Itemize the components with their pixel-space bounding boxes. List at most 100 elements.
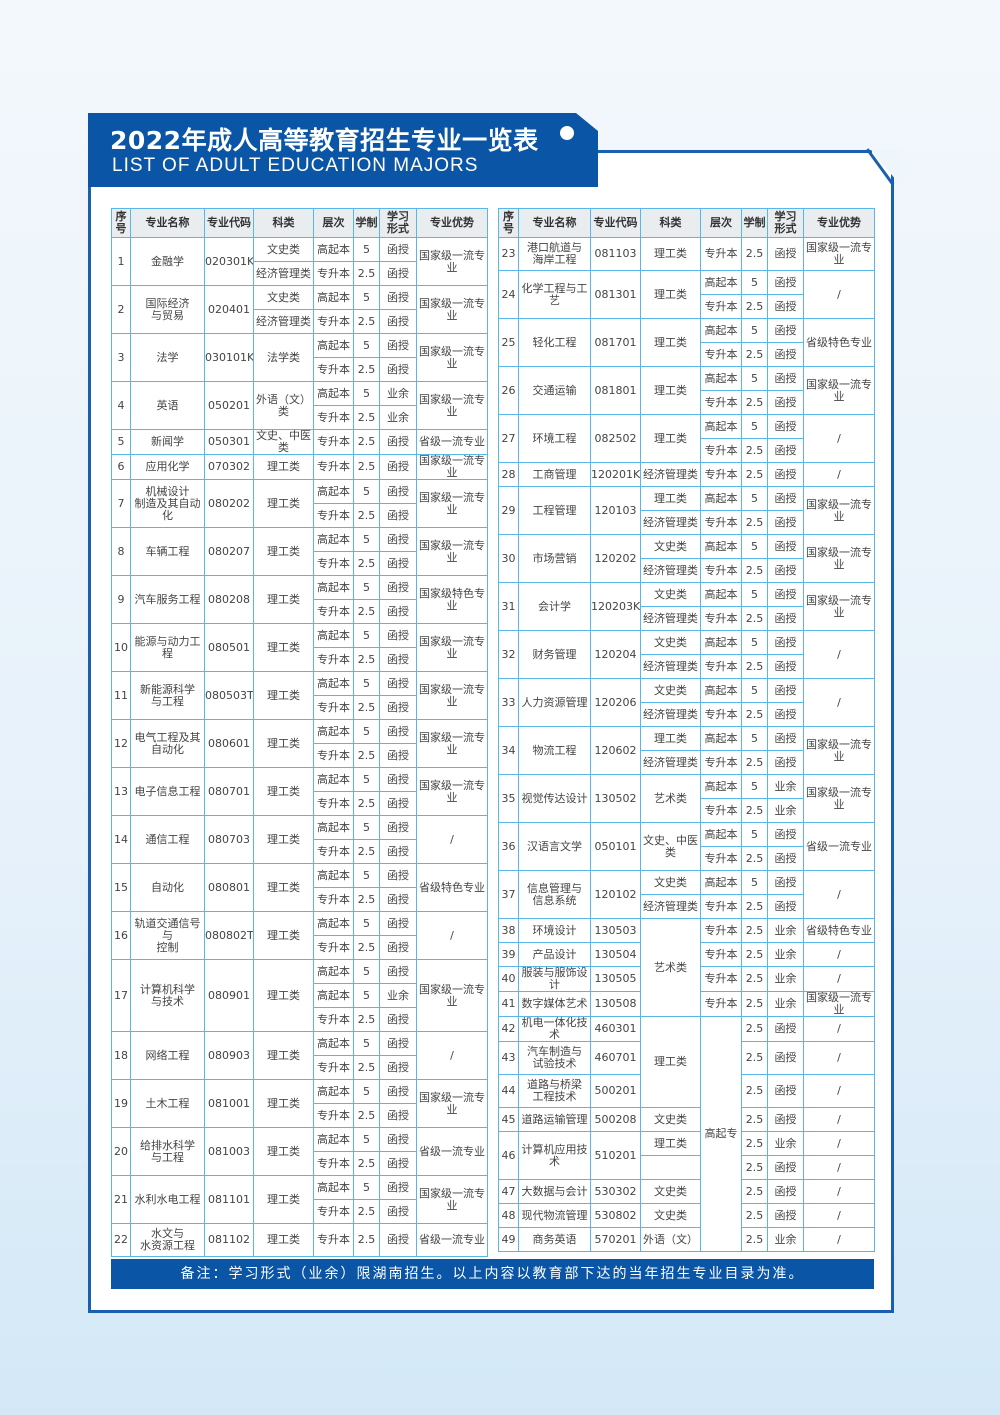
cell-years: 5 [741, 366, 768, 391]
cell-years: 2.5 [353, 647, 380, 672]
table-row: 42 机电一体化技术 460301 理工类 高起专 2.5 函授 / [498, 1016, 875, 1252]
cell-advantage: 国家级一流专业 [416, 767, 488, 816]
cell-mode: 函授 [379, 1079, 417, 1104]
cell-advantage: 国家级一流专业 [416, 237, 488, 286]
cell-advantage: / [803, 966, 875, 992]
cell-category: 理工类 [253, 623, 314, 672]
table-row: 经济管理类 专升本 2.5 函授 [499, 510, 875, 535]
cell-mode: 函授 [767, 462, 804, 487]
cell-years: 5 [353, 1127, 380, 1152]
cell-advantage: / [803, 942, 875, 967]
cell-years: 2.5 [741, 237, 768, 271]
cell-mode: 函授 [379, 309, 417, 334]
cell-level: 高起本 [313, 1079, 354, 1104]
cell-name: 车辆工程 [130, 527, 205, 576]
cell-category: 文史类 [640, 630, 701, 655]
cell-mode: 函授 [379, 1031, 417, 1056]
cell-advantage: 国家级一流专业 [803, 991, 875, 1017]
cell-mode: 函授 [767, 237, 804, 271]
cell-years: 2.5 [741, 294, 768, 319]
cell-name: 视觉传达设计 [518, 774, 591, 823]
cell-mode: 函授 [767, 582, 804, 607]
cell-no: 28 [498, 462, 519, 487]
cell-name: 产品设计 [518, 942, 591, 967]
cell-code: 130504 [590, 942, 641, 967]
cell-name: 环境设计 [518, 918, 591, 943]
cell-code: 500208 [590, 1107, 641, 1132]
cell-category: 理工类 [253, 767, 314, 816]
cell-level: 专升本 [313, 309, 354, 334]
cell-category: 文史类 [640, 678, 701, 703]
cell-years: 2.5 [741, 1227, 768, 1252]
cell-level: 专升本 [700, 918, 742, 943]
cell-level: 专升本 [313, 839, 354, 864]
cell-category: 理工类 [253, 575, 314, 624]
table-row: 46 计算机应用技术 510201 理工类 2.5 业余 / [498, 1131, 875, 1180]
cell-years: 2.5 [741, 390, 768, 415]
cell-mode: 函授 [379, 1103, 417, 1128]
cell-code: 050101 [590, 822, 641, 871]
cell-level: 高起本 [313, 623, 354, 648]
cell-level: 专升本 [700, 991, 742, 1017]
cell-level: 高起本 [313, 863, 354, 888]
cell-code: 120204 [590, 630, 641, 679]
cell-category: 理工类 [640, 1016, 701, 1108]
cell-mode: 业余 [767, 918, 804, 943]
cell-code: 020401 [204, 285, 254, 334]
cell-code: 530802 [590, 1203, 641, 1228]
table-row: 25 轻化工程 081701 理工类 高起本 5 函授 省级特色专业 [498, 318, 875, 367]
cell-advantage: 省级一流专业 [803, 822, 875, 871]
table-row: 19 土木工程 081001 理工类 高起本 5 函授 国家级一流专业 [111, 1079, 488, 1128]
cell-no: 30 [498, 534, 519, 583]
cell-level: 高起本 [700, 534, 742, 559]
cell-category: 经济管理类 [640, 558, 701, 583]
table-row: 31 会计学 120203K 文史类 高起本 5 函授 国家级一流专业 [498, 582, 875, 631]
cell-years: 2.5 [353, 1007, 380, 1032]
cell-advantage: 国家级一流专业 [416, 333, 488, 382]
cell-no: 34 [498, 726, 519, 775]
table-row: 专升本 2.5 函授 [112, 743, 488, 768]
cell-mode: 函授 [379, 719, 417, 744]
cell-code: 081001 [204, 1079, 254, 1128]
cell-years: 2.5 [741, 462, 768, 487]
cell-mode: 函授 [379, 1199, 417, 1224]
cell-code: 082502 [590, 414, 641, 463]
cell-level: 专升本 [700, 390, 742, 415]
cell-code: 050301 [204, 429, 254, 455]
cell-name: 国际经济 与贸易 [130, 285, 205, 334]
table-row: 专升本 2.5 函授 [499, 390, 875, 415]
cell-mode: 函授 [767, 342, 804, 367]
cell-name: 电子信息工程 [130, 767, 205, 816]
cell-advantage: 国家级一流专业 [803, 237, 875, 271]
cell-advantage: / [803, 462, 875, 487]
cell-level: 高起本 [313, 575, 354, 600]
table-row: 高起本 5 业余 [112, 983, 488, 1008]
cell-years: 2.5 [741, 942, 768, 967]
cell-no: 1 [111, 237, 131, 286]
table-row: 48 现代物流管理 530802 文史类 2.5 函授 / [498, 1203, 875, 1228]
cell-level: 专升本 [313, 743, 354, 768]
cell-code: 080503T [204, 671, 254, 720]
cell-mode: 函授 [767, 366, 804, 391]
cell-mode: 函授 [379, 551, 417, 576]
cell-name: 商务英语 [518, 1227, 591, 1252]
cell-level: 高起本 [700, 678, 742, 703]
cell-level: 专升本 [313, 261, 354, 286]
table-row: 专升本 2.5 业余 [499, 798, 875, 823]
cell-category: 理工类 [640, 366, 701, 415]
cell-years: 5 [353, 1031, 380, 1056]
majors-table-left: 序 号专业名称 专业代码 科类 层次 学制 学习 形式 专业优势 1 金融学 020301K 文史类… [111, 208, 488, 1257]
cell-code: 570201 [590, 1227, 641, 1252]
cell-name: 水文与 水资源工程 [130, 1223, 205, 1257]
cell-mode: 函授 [379, 357, 417, 382]
cell-level: 高起本 [313, 983, 354, 1008]
cell-name: 应用化学 [130, 454, 205, 480]
cell-name: 道路运输管理 [518, 1107, 591, 1132]
cell-name: 人力资源管理 [518, 678, 591, 727]
cell-mode: 函授 [767, 1107, 804, 1132]
cell-years: 2.5 [741, 1041, 768, 1075]
cell-level: 专升本 [313, 1151, 354, 1176]
header-col-mode: 学习 形式 [379, 208, 417, 238]
cell-level: 高起本 [313, 1127, 354, 1152]
cell-level: 专升本 [313, 599, 354, 624]
